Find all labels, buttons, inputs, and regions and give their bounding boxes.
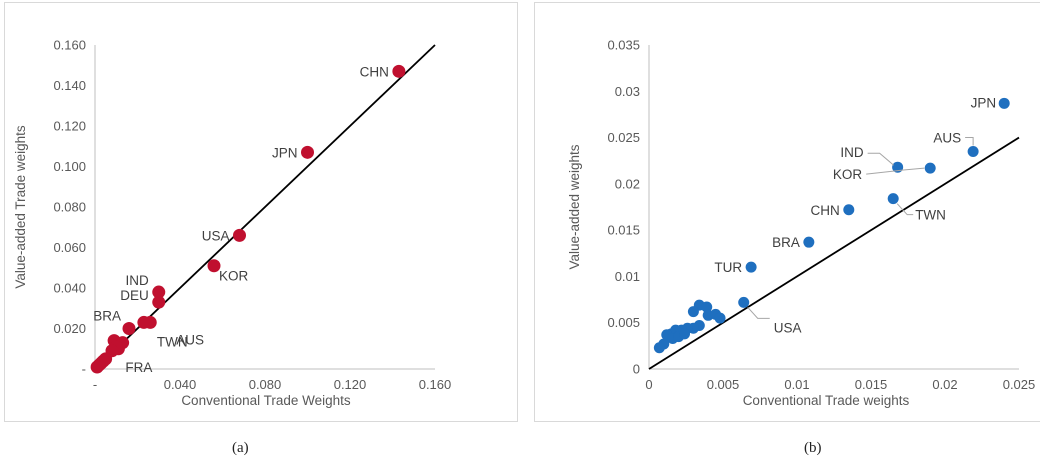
point-label: KOR xyxy=(219,269,249,284)
data-point xyxy=(967,145,979,157)
point-label: IND xyxy=(126,273,150,288)
x-tick-label: 0.005 xyxy=(707,377,740,392)
point-label: CHN xyxy=(811,203,840,218)
y-tick-label: 0.03 xyxy=(615,84,640,99)
data-point xyxy=(687,306,699,318)
data-point xyxy=(137,315,151,329)
y-tick-label: 0.040 xyxy=(53,281,86,296)
point-label: USA xyxy=(202,228,230,243)
x-tick-label: 0.01 xyxy=(784,377,809,392)
y-tick-label: 0.140 xyxy=(53,78,86,93)
label-leader-line xyxy=(896,203,914,216)
data-point xyxy=(152,295,166,309)
point-label: JPN xyxy=(971,95,997,110)
chart-panel-b: 0 0.005 0.01 0.015 0.02 0.025 0 0.005 0.01 0.015 0… xyxy=(534,2,1040,422)
x-axis-title: Conventional Trade Weights xyxy=(181,393,351,408)
data-point xyxy=(701,301,713,313)
y-tick-label: 0.015 xyxy=(607,223,640,238)
point-label: BRA xyxy=(93,309,121,324)
data-point xyxy=(714,312,726,324)
x-tick-label: 0.040 xyxy=(164,377,197,392)
data-point xyxy=(207,259,221,273)
data-point xyxy=(803,236,815,248)
reference-line xyxy=(648,136,1020,370)
data-point xyxy=(843,204,855,216)
y-tick-label: 0.025 xyxy=(607,130,640,145)
y-tick-label: 0.060 xyxy=(53,240,86,255)
data-point xyxy=(301,145,314,159)
point-label: BRA xyxy=(772,235,800,250)
scatter-chart-a: - 0.040 0.080 0.120 0.160 - 0.020 0.040 0.060 0.0… xyxy=(13,38,452,409)
x-tick-label: 0.025 xyxy=(1003,377,1036,392)
point-label: DEU xyxy=(120,288,149,303)
scatter-chart-b: 0 0.005 0.01 0.015 0.02 0.025 0 0.005 0.01 0.015 0… xyxy=(567,38,1036,409)
y-tick-label: 0.100 xyxy=(53,159,86,174)
point-label: TWN xyxy=(157,334,188,349)
point-label: JPN xyxy=(272,145,298,160)
data-point xyxy=(679,328,691,340)
data-point xyxy=(653,342,665,354)
y-tick-label: - xyxy=(82,362,86,377)
caption-b: (b) xyxy=(804,440,822,456)
data-point xyxy=(122,322,136,335)
x-tick-label: 0.080 xyxy=(249,377,282,392)
data-point xyxy=(745,261,757,273)
x-tick-label: 0.160 xyxy=(419,377,452,392)
label-leader-line xyxy=(965,136,974,146)
y-tick-label: 0.035 xyxy=(607,38,640,53)
point-label: CHN xyxy=(360,64,389,79)
data-point xyxy=(90,360,104,374)
x-tick-label: - xyxy=(93,377,97,392)
data-point xyxy=(233,228,246,242)
label-leader-line xyxy=(747,307,770,319)
data-point xyxy=(924,162,936,174)
y-tick-label: 0.02 xyxy=(615,176,640,191)
x-axis-title: Conventional Trade weights xyxy=(743,393,910,408)
y-axis-title: Value-added Trade weights xyxy=(13,125,28,289)
point-label: AUS xyxy=(933,130,961,145)
y-tick-label: 0.005 xyxy=(607,315,640,330)
data-point xyxy=(738,296,750,308)
caption-a: (a) xyxy=(232,440,249,456)
point-label: KOR xyxy=(833,167,863,182)
y-tick-label: 0.080 xyxy=(53,200,86,215)
label-leader-line xyxy=(867,152,894,166)
y-tick-label: 0.020 xyxy=(53,321,86,336)
reference-line xyxy=(94,44,436,370)
y-tick-label: 0.160 xyxy=(53,38,86,53)
y-tick-label: 0.01 xyxy=(615,269,640,284)
point-label: TUR xyxy=(714,260,742,275)
point-label: TWN xyxy=(915,208,946,223)
x-tick-label: 0.02 xyxy=(932,377,957,392)
y-tick-label: 0.120 xyxy=(53,119,86,134)
x-tick-label: 0.120 xyxy=(334,377,367,392)
label-leader-line xyxy=(866,167,925,175)
data-point xyxy=(152,285,166,299)
x-tick-label: 0.015 xyxy=(855,377,888,392)
data-point xyxy=(998,97,1010,109)
point-label: AUS xyxy=(176,332,204,347)
chart-panel-a: - 0.040 0.080 0.120 0.160 - 0.020 0.040 0.060 0.0… xyxy=(4,2,518,422)
point-label: USA xyxy=(774,320,802,335)
y-tick-label: 0 xyxy=(633,362,640,377)
y-axis-title: Value-added weights xyxy=(567,144,582,269)
data-point xyxy=(887,193,899,205)
point-label: FRA xyxy=(125,360,152,375)
x-tick-label: 0 xyxy=(645,377,652,392)
data-point xyxy=(392,64,406,78)
point-label: IND xyxy=(840,145,864,160)
